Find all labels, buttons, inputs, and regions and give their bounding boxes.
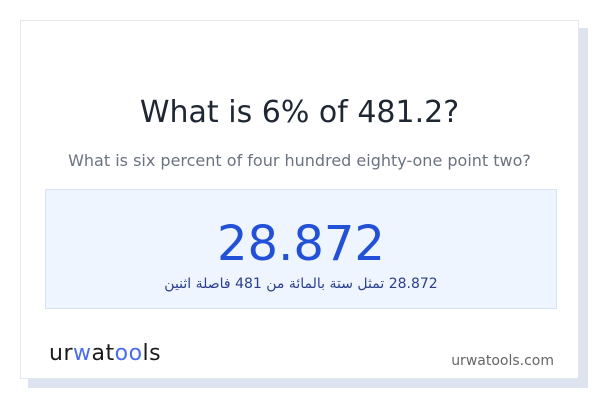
result-box: 28.872 28.872 تمثل ستة بالمائة من 481 فا… xyxy=(45,189,557,309)
result-words: 28.872 تمثل ستة بالمائة من 481 فاصلة اثن… xyxy=(164,276,438,292)
result-value: 28.872 xyxy=(217,216,385,272)
logo-part: ur xyxy=(49,341,73,366)
logo-part: oo xyxy=(114,341,143,366)
page-subtitle: What is six percent of four hundred eigh… xyxy=(68,151,531,170)
urwatools-logo: urwatools xyxy=(49,341,161,366)
logo-part: w xyxy=(73,341,92,366)
site-url: urwatools.com xyxy=(451,353,554,369)
logo-part: at xyxy=(91,341,115,366)
logo-part: ls xyxy=(142,341,162,366)
result-card: What is 6% of 481.2? What is six percent… xyxy=(20,20,579,379)
page-title: What is 6% of 481.2? xyxy=(139,95,460,130)
